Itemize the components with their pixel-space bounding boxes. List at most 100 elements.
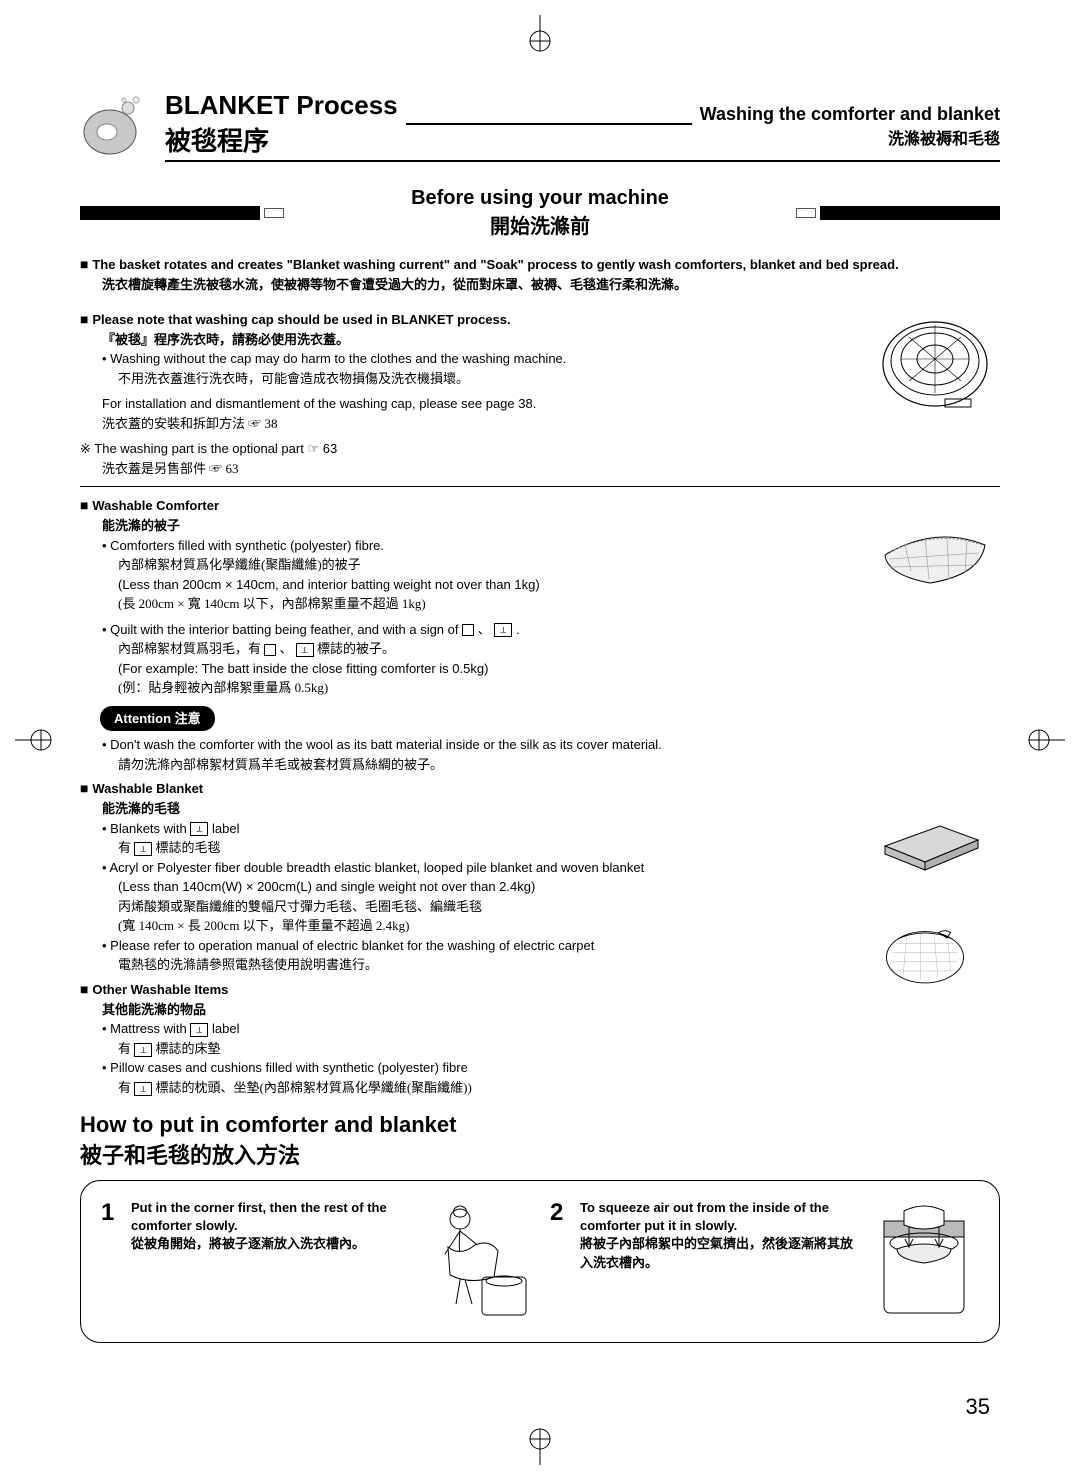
ow-b2-zh-a: 有 [118, 1080, 131, 1095]
section-heading-en: Before using your machine [284, 187, 796, 210]
wb-b1-en-b: label [212, 821, 239, 836]
wb-head-zh: 能洗滌的毛毯 [102, 799, 855, 819]
wc-b1-zh: 內部棉絮材質爲化學纖維(聚酯纖維)的被子 [118, 555, 855, 575]
cap-opt-en: ※ The washing part is the optional part … [80, 439, 855, 459]
step1-illustration [420, 1199, 530, 1324]
section-heading-zh: 開始洗滌前 [284, 210, 796, 239]
steps-box: 1 Put in the corner first, then the rest… [80, 1180, 1000, 1343]
page-ref-icon: ☞ [307, 441, 319, 456]
bar-right-fade [796, 208, 816, 218]
attention-zh: 請勿洗滌內部棉絮材質爲羊毛或被套材質爲絲綢的被子。 [118, 755, 855, 775]
care-icon-square [462, 624, 474, 636]
wb-b1-zh: 有 ⟂ 標誌的毛毯 [118, 838, 855, 858]
step1-en: Put in the corner first, then the rest o… [131, 1199, 410, 1235]
subtitle-en: Washing the comforter and blanket [700, 104, 1000, 125]
wb-b3-en: Please refer to operation manual of elec… [102, 936, 855, 956]
ow-b1-en-b: label [212, 1021, 239, 1036]
care-icon-wash: ⟂ [494, 623, 512, 637]
wc-head-en: Washable Comforter [80, 495, 855, 516]
wc-b1-spec-en: (Less than 200cm × 140cm, and interior b… [118, 575, 855, 595]
step1-zh: 從被角開始，將被子逐漸放入洗衣槽內。 [131, 1235, 410, 1253]
subtitle-zh: 洗滌被褥和毛毯 [700, 125, 1000, 149]
wc-b1-en: Comforters filled with synthetic (polyes… [102, 536, 855, 556]
step2-illustration [869, 1199, 979, 1324]
wb-head-en: Washable Blanket [80, 778, 855, 799]
ow-b2-zh-b: 標誌的枕頭、坐墊(內部棉絮材質爲化學纖維(聚酯纖維)) [156, 1080, 472, 1095]
folded-blanket-illustration [870, 806, 990, 876]
washable-comforter-row: Washable Comforter 能洗滌的被子 Comforters fil… [80, 495, 1000, 698]
crop-mark-bottom [520, 1425, 560, 1465]
care-icon-square [264, 644, 276, 656]
bar-left-fade [264, 208, 284, 218]
wb-b1-en-a: Blankets with [110, 821, 187, 836]
step-1: 1 Put in the corner first, then the rest… [101, 1199, 530, 1324]
wb-b2-spec-zh: (寬 140cm × 長 200cm 以下，單件重量不超過 2.4kg) [118, 916, 855, 936]
page-number: 35 [966, 1394, 990, 1420]
step2-en: To squeeze air out from the inside of th… [580, 1199, 859, 1235]
page-ref-icon: ☞ [209, 461, 222, 476]
attention-en: Don't wash the comforter with the wool a… [102, 735, 855, 755]
wb-b2-en: Acryl or Polyester fiber double breadth … [102, 858, 855, 878]
crop-mark-top [520, 15, 560, 55]
wc-b2-zh-b: 標誌的被子。 [317, 641, 395, 656]
divider [80, 486, 1000, 487]
care-icon-wash: ⟂ [190, 822, 208, 836]
cap-install-zh-text: 洗衣蓋的安裝和拆卸方法 [102, 416, 245, 431]
ow-b2-en: Pillow cases and cushions filled with sy… [102, 1058, 855, 1078]
cap-head-zh: 『被毯』程序洗衣時，請務必使用洗衣蓋。 [102, 330, 855, 350]
title-rule [406, 123, 692, 125]
bubble-icon [80, 90, 150, 160]
wb-b1-zh-a: 有 [118, 840, 131, 855]
wb-b1-en: Blankets with ⟂ label [102, 819, 855, 839]
step2-num: 2 [550, 1199, 570, 1324]
title-underline [165, 160, 1000, 162]
intro-zh: 洗衣槽旋轉產生洗被毯水流，使被褥等物不會遭受過大的力，從而對床罩、被褥、毛毯進行… [102, 275, 1000, 295]
comforter-illustration [870, 495, 1000, 698]
howto-title-zh: 被子和毛毯的放入方法 [80, 1138, 1000, 1170]
blanket-illustrations [870, 698, 1000, 1098]
section-heading-bar: Before using your machine 開始洗滌前 [80, 187, 1000, 239]
wc-b2-en-b: . [516, 622, 520, 637]
ow-head-en: Other Washable Items [80, 979, 855, 1000]
cap-opt-ref: 63 [323, 441, 337, 456]
wc-b2-en: Quilt with the interior batting being fe… [102, 620, 855, 640]
wc-b2-ex-en: (For example: The batt inside the close … [118, 659, 855, 679]
ow-b1-en-a: Mattress with [110, 1021, 187, 1036]
bar-left [80, 206, 260, 220]
cap-head-en: Please note that washing cap should be u… [80, 309, 855, 330]
wb-b3-zh: 電熱毯的洗滌請參照電熱毯使用說明書進行。 [118, 955, 855, 975]
cap-install-zh: 洗衣蓋的安裝和拆卸方法 ☞ 38 [102, 414, 855, 434]
wb-b1-zh-b: 標誌的毛毯 [156, 840, 221, 855]
page-header: BLANKET Process 被毯程序 Washing the comfort… [80, 90, 1000, 162]
ow-b1-zh: 有 ⟂ 標誌的床墊 [118, 1039, 855, 1059]
manual-page: BLANKET Process 被毯程序 Washing the comfort… [0, 0, 1080, 1480]
cap-b1-en: Washing without the cap may do harm to t… [102, 349, 855, 369]
cap-note-row: Please note that washing cap should be u… [80, 309, 1000, 479]
cap-opt-zh: 洗衣蓋是另售部件 ☞ 63 [102, 459, 855, 479]
wc-b1-spec-zh: (長 200cm × 寬 140cm 以下，內部棉絮重量不超過 1kg) [118, 594, 855, 614]
care-icon-wash: ⟂ [190, 1023, 208, 1037]
wc-b2-ex-zh: (例：貼身輕被內部棉絮重量爲 0.5kg) [118, 678, 855, 698]
cap-b1-zh: 不用洗衣蓋進行洗衣時，可能會造成衣物損傷及洗衣機損壞。 [118, 369, 855, 389]
wc-b2-zh-a: 內部棉絮材質爲羽毛，有 [118, 641, 261, 656]
ow-head-zh: 其他能洗滌的物品 [102, 1000, 855, 1020]
attention-row: Attention 注意 Don't wash the comforter wi… [80, 698, 1000, 1098]
care-icon-wash: ⟂ [134, 1043, 152, 1057]
care-icon-wash: ⟂ [134, 1082, 152, 1096]
ow-b1-en: Mattress with ⟂ label [102, 1019, 855, 1039]
cap-install-en: For installation and dismantlement of th… [102, 394, 855, 414]
wc-b2-zh: 內部棉絮材質爲羽毛，有 、 ⟂ 標誌的被子。 [118, 639, 855, 659]
cap-install-ref: 38 [265, 416, 278, 431]
howto-title-en: How to put in comforter and blanket [80, 1112, 1000, 1138]
step1-num: 1 [101, 1199, 121, 1324]
intro-block: The basket rotates and creates "Blanket … [80, 254, 1000, 295]
care-icon-wash: ⟂ [296, 643, 314, 657]
intro-en: The basket rotates and creates "Blanket … [80, 254, 1000, 275]
care-icon-wash: ⟂ [134, 842, 152, 856]
wb-b2-zh: 丙烯酸類或聚酯纖維的雙幅尺寸彈力毛毯、毛圈毛毯、編織毛毯 [118, 897, 855, 917]
crop-mark-right [1025, 720, 1065, 760]
drum-illustration [870, 309, 1000, 479]
title-zh: 被毯程序 [165, 121, 398, 158]
title-en: BLANKET Process [165, 90, 398, 121]
net-bag-illustration [870, 916, 980, 989]
